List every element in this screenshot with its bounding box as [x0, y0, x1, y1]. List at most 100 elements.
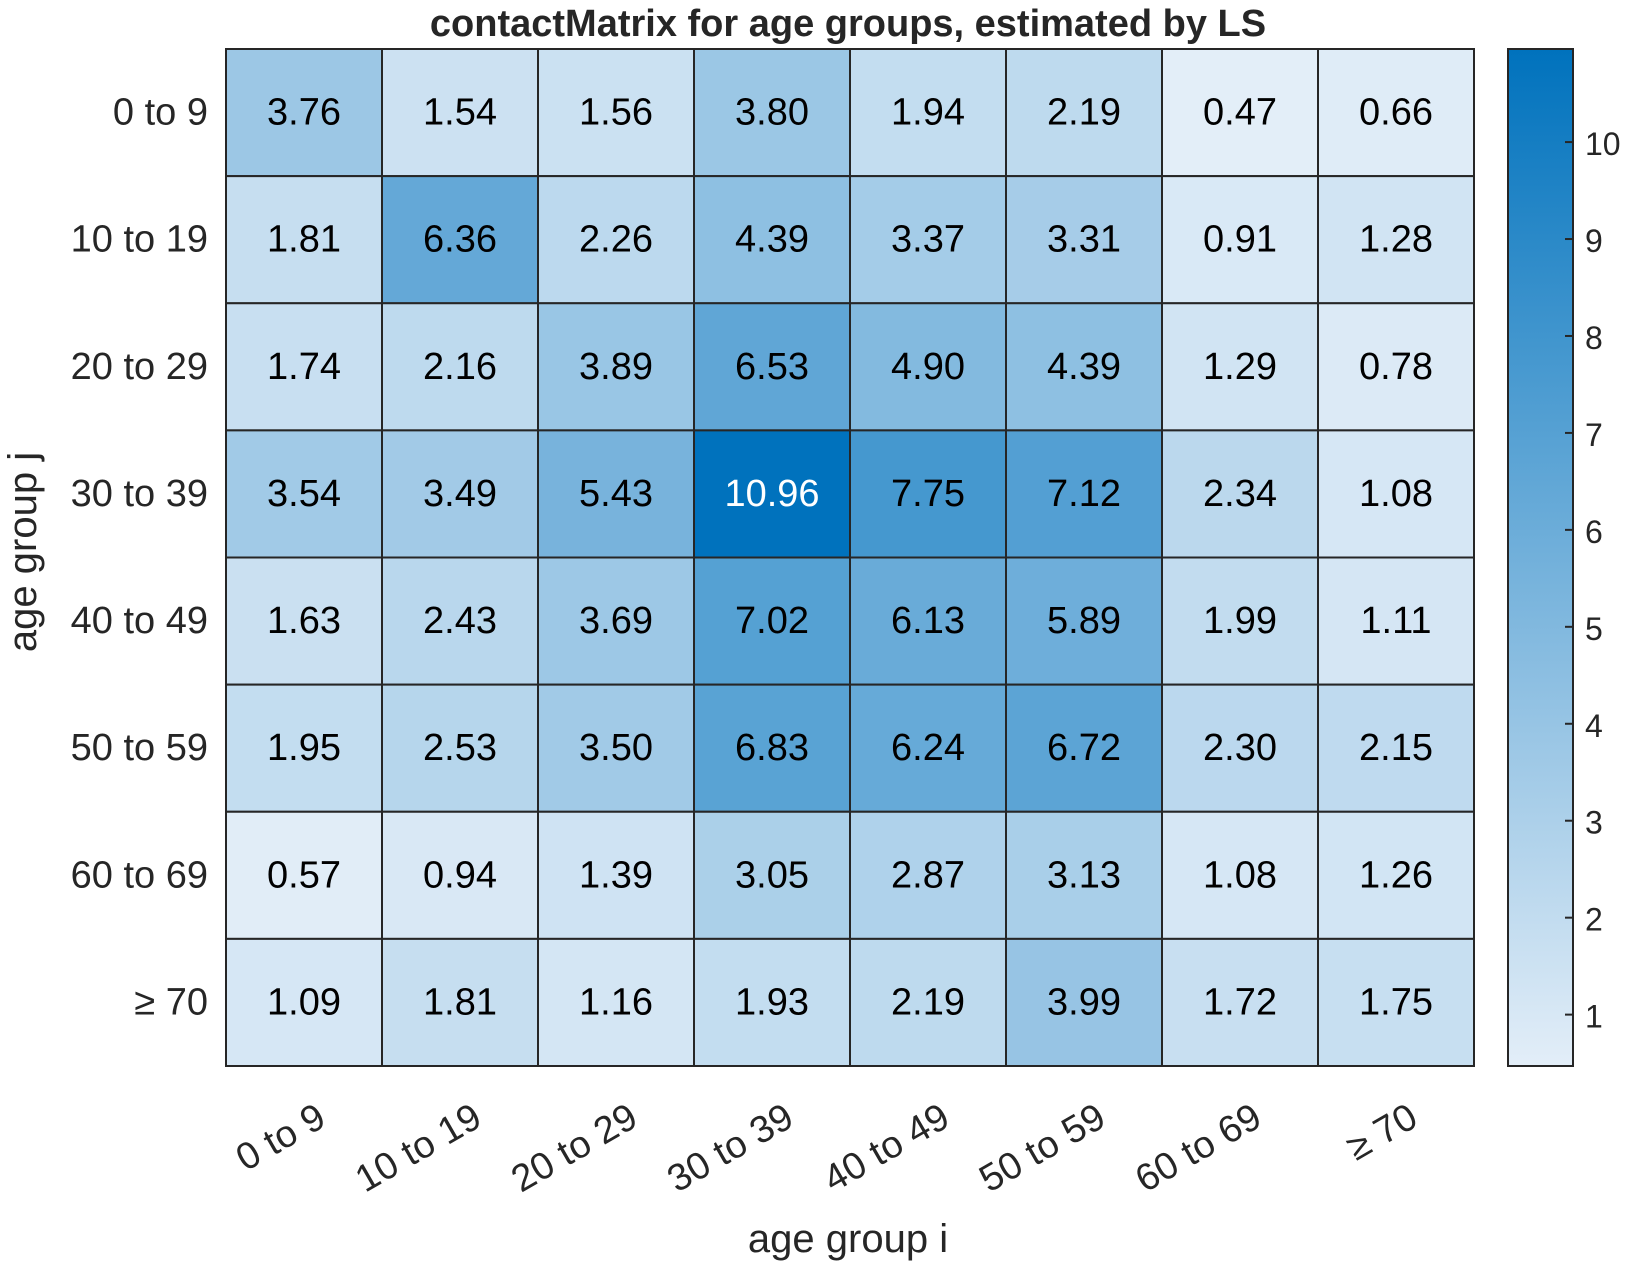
heatmap-cell [225, 48, 383, 178]
cell-value-label: 6.53 [735, 346, 809, 388]
x-tick-label: 20 to 29 [505, 1096, 645, 1201]
cell-value-label: 0.57 [267, 854, 341, 896]
heatmap-cell [225, 302, 383, 432]
heatmap-cell [381, 48, 539, 178]
heatmap-cell [1161, 683, 1319, 813]
cell-value-label: 1.74 [267, 346, 341, 388]
cell-value-label: 3.89 [579, 346, 653, 388]
y-tick-label: ≥ 70 [134, 981, 208, 1023]
heatmap-cell [537, 937, 695, 1067]
cell-value-label: 1.54 [423, 92, 497, 134]
heatmap-cell [1317, 683, 1475, 813]
cell-value-label: 0.66 [1359, 92, 1433, 134]
cell-value-label: 3.76 [267, 92, 341, 134]
y-axis-label: age group j [1, 452, 45, 652]
heatmap-cell [693, 302, 851, 432]
heatmap-cell [1161, 429, 1319, 559]
cell-value-label: 2.15 [1359, 727, 1433, 769]
x-tick-label: 50 to 59 [973, 1096, 1113, 1201]
heatmap-cell [693, 556, 851, 686]
colorbar-tick-label: 7 [1585, 417, 1603, 453]
heatmap-cell [849, 429, 1007, 559]
heatmap-cell [1005, 810, 1163, 940]
cell-value-label: 1.93 [735, 981, 809, 1023]
heatmap-cell [849, 810, 1007, 940]
heatmap-cell [849, 302, 1007, 432]
cell-value-label: 2.53 [423, 727, 497, 769]
cell-value-label: 0.47 [1203, 92, 1277, 134]
cell-value-label: 1.11 [1360, 600, 1431, 642]
cell-value-label: 2.30 [1203, 727, 1277, 769]
heatmap-cell [381, 302, 539, 432]
cell-value-label: 2.43 [423, 600, 497, 642]
cell-value-label: 3.50 [579, 727, 653, 769]
cell-value-label: 0.78 [1359, 346, 1433, 388]
cell-value-label: 1.63 [267, 600, 341, 642]
cell-value-label: 4.39 [1047, 346, 1121, 388]
heatmap-cell [1317, 48, 1475, 178]
cell-value-label: 6.24 [891, 727, 965, 769]
cell-value-label: 3.69 [579, 600, 653, 642]
heatmap-cells [225, 48, 1475, 1067]
x-tick-label: 10 to 19 [349, 1096, 489, 1201]
cell-value-label: 1.81 [423, 981, 497, 1023]
cell-value-label: 3.37 [891, 219, 965, 261]
colorbar-tick-label: 4 [1585, 708, 1603, 744]
cell-value-label: 3.80 [735, 92, 809, 134]
heatmap-cell [693, 48, 851, 178]
cell-value-label: 1.26 [1359, 854, 1433, 896]
heatmap-cell [849, 683, 1007, 813]
cell-value-label: 1.39 [579, 854, 653, 896]
y-tick-labels: 0 to 9 10 to 19 20 to 29 30 to 39 40 to 49 50… [71, 92, 208, 1024]
cell-value-label: 1.29 [1203, 346, 1277, 388]
cell-value-label: 1.16 [579, 981, 653, 1023]
y-tick-label: 0 to 9 [113, 92, 208, 134]
heatmap-cell [225, 429, 383, 559]
heatmap-cell [537, 302, 695, 432]
colorbar-tick-label: 2 [1585, 902, 1603, 938]
x-tick-labels: 0 to 9 10 to 19 20 to 29 30 to 39 40 to 49 50… [229, 1096, 1424, 1201]
heatmap-cell [1317, 810, 1475, 940]
colorbar-tick-label: 1 [1585, 999, 1603, 1035]
cell-value-label: 1.09 [267, 981, 341, 1023]
cell-value-label: 6.36 [423, 219, 497, 261]
colorbar-gradient [1507, 48, 1574, 1067]
heatmap-cell [537, 429, 695, 559]
heatmap-cell [537, 48, 695, 178]
cell-value-label: 6.83 [735, 727, 809, 769]
cell-value-label: 7.02 [735, 600, 809, 642]
cell-value-label: 1.81 [267, 219, 341, 261]
heatmap-cell [1161, 810, 1319, 940]
heatmap-cell [1005, 302, 1163, 432]
heatmap-cell [537, 810, 695, 940]
colorbar-tick-label: 8 [1585, 320, 1603, 356]
heatmap-cell [1005, 937, 1163, 1067]
heatmap-cell [1317, 302, 1475, 432]
colorbar: 1 2 3 4 5 6 7 8 9 10 [1507, 48, 1621, 1067]
cell-value-label: 3.49 [423, 473, 497, 515]
heatmap-cell [537, 556, 695, 686]
cell-value-label: 3.99 [1047, 981, 1121, 1023]
y-tick-label: 50 to 59 [71, 727, 208, 769]
heatmap-cell [1005, 556, 1163, 686]
heatmap-cell [693, 937, 851, 1067]
cell-value-label: 6.13 [891, 600, 965, 642]
cell-value-label: 2.19 [891, 981, 965, 1023]
heatmap-cell [1317, 937, 1475, 1067]
cell-value-label: 2.16 [423, 346, 497, 388]
heatmap-cell [1005, 48, 1163, 178]
colorbar-tick-label: 5 [1585, 611, 1603, 647]
cell-value-label: 7.75 [891, 473, 965, 515]
cell-value-label: 0.94 [423, 854, 497, 896]
x-tick-label: ≥ 70 [1340, 1096, 1425, 1169]
y-tick-label: 20 to 29 [71, 346, 208, 388]
heatmap-cell [1161, 302, 1319, 432]
colorbar-tick-label: 3 [1585, 805, 1603, 841]
x-tick-label: 40 to 49 [817, 1096, 957, 1201]
heatmap-cell-labels: 3.76 1.54 1.56 3.80 1.94 2.19 0.47 0.66 1.81 6.36… [267, 92, 1433, 1024]
cell-value-label: 7.12 [1047, 473, 1121, 515]
cell-value-label: 10.96 [724, 473, 819, 515]
heatmap-cell [537, 683, 695, 813]
cell-value-label: 3.13 [1047, 854, 1121, 896]
